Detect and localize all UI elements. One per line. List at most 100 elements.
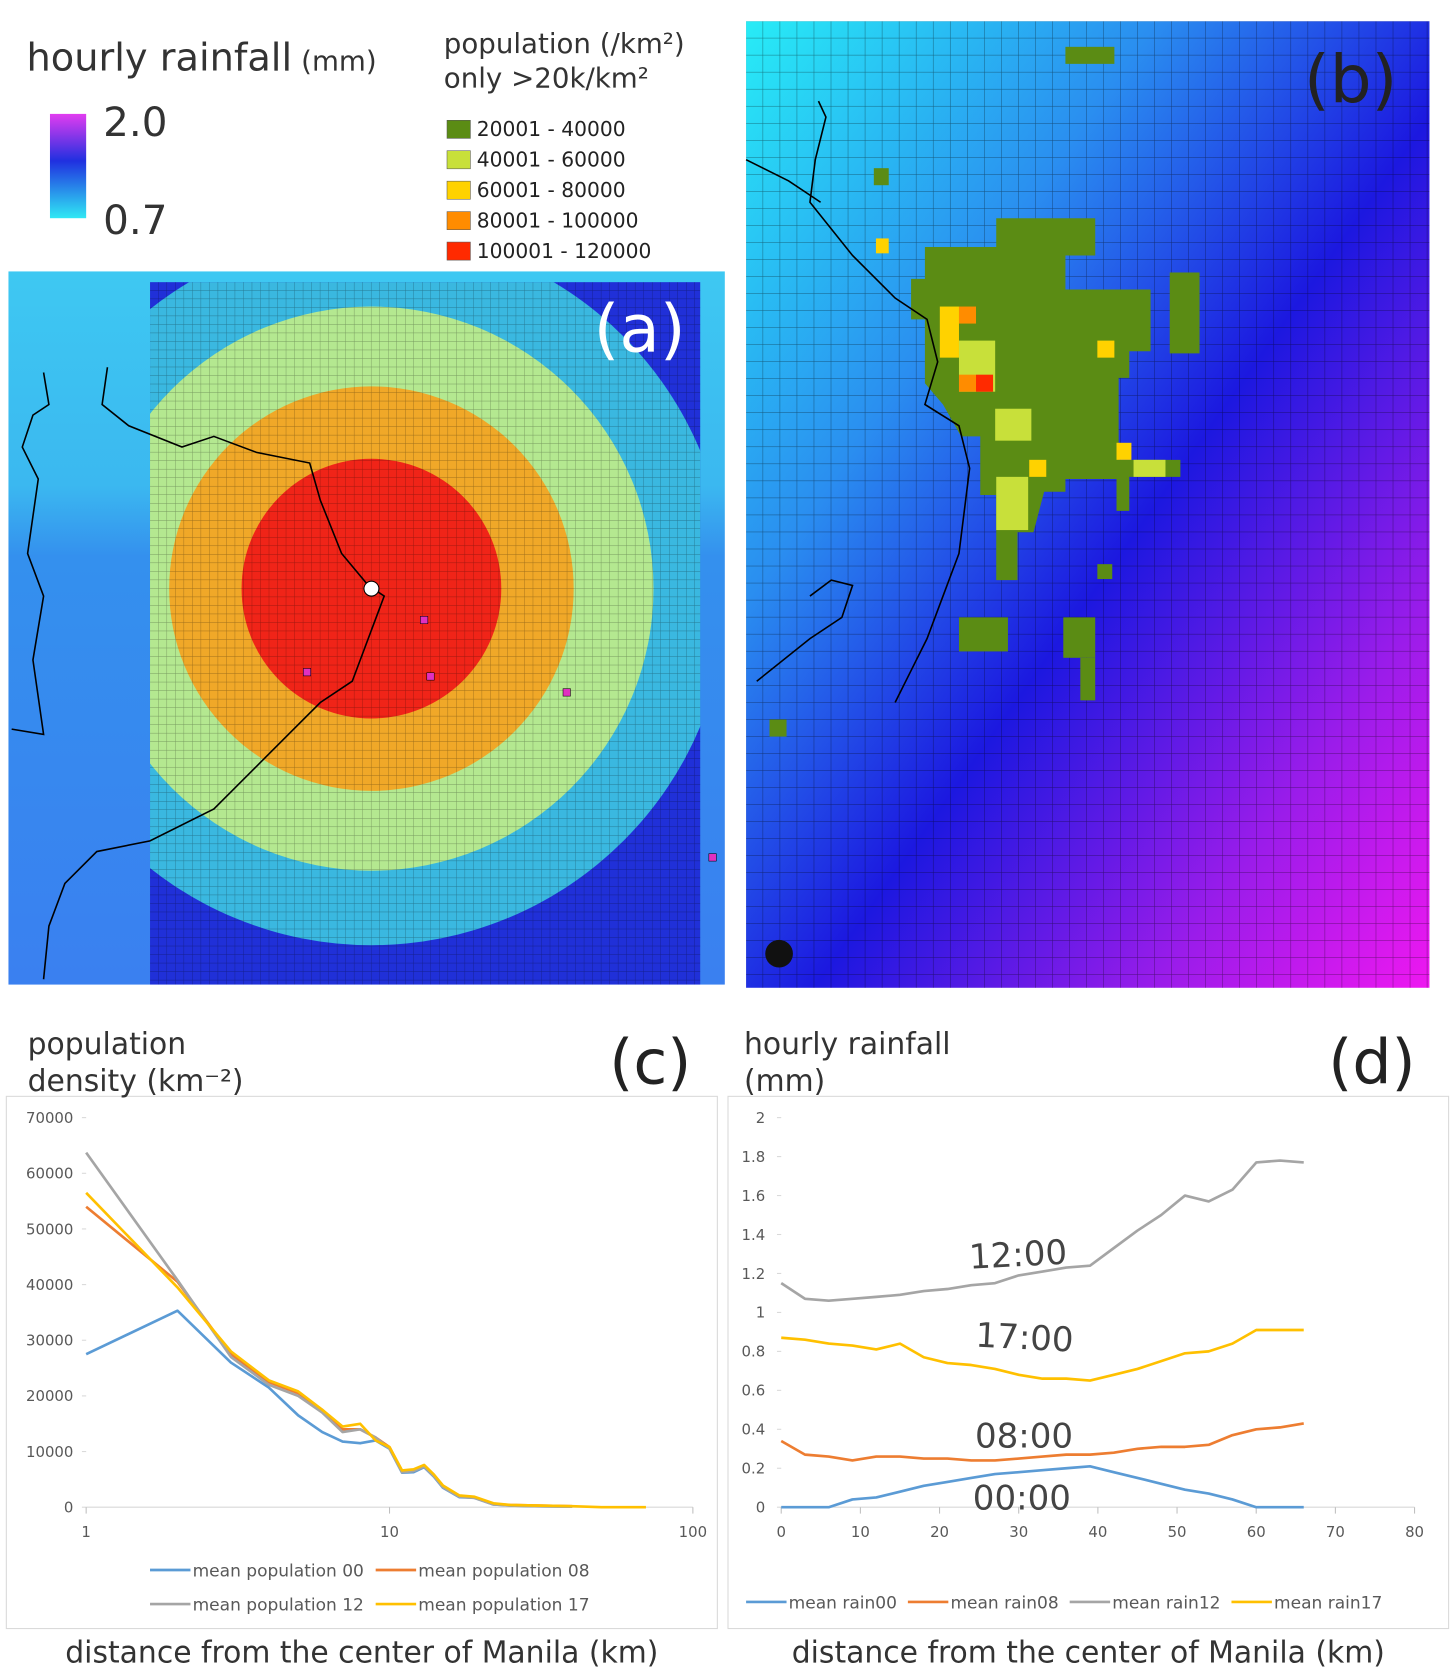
x-axis-title: distance from the center of Manila (km) <box>65 1636 658 1669</box>
series-line <box>86 1193 646 1507</box>
station <box>420 616 427 623</box>
legend-swatch <box>447 181 470 199</box>
y-tick-label: 1.8 <box>742 1148 766 1166</box>
annotation: 12:00 <box>968 1233 1068 1278</box>
rain-legend-title: hourly rainfall <box>27 35 293 80</box>
y-tick-label: 50000 <box>26 1220 73 1238</box>
x-tick-label: 1 <box>81 1523 90 1541</box>
station <box>303 668 310 675</box>
pop-cell <box>1063 617 1095 657</box>
station <box>427 673 434 680</box>
chart-frame <box>6 1096 717 1628</box>
grid-cells <box>746 21 1429 987</box>
pop-cell <box>959 375 976 392</box>
pop-cell <box>1170 272 1200 353</box>
station <box>563 689 570 696</box>
pop-cell <box>874 168 889 185</box>
grid-cells <box>150 282 700 985</box>
annotation: 08:00 <box>975 1417 1073 1457</box>
legend-label: mean population 12 <box>193 1595 364 1615</box>
legend-swatch <box>447 242 470 260</box>
legend-label: mean rain17 <box>1274 1593 1382 1613</box>
center-marker <box>364 581 379 596</box>
pop-cell <box>959 617 1008 651</box>
pop-cell <box>1097 341 1114 358</box>
y-tick-label: 0.6 <box>742 1382 766 1400</box>
y-tick-label: 70000 <box>26 1109 73 1127</box>
pop-cell <box>996 477 1028 530</box>
legend-label: mean population 17 <box>418 1595 589 1615</box>
legend-label: mean population 00 <box>193 1561 364 1581</box>
pop-cell <box>940 307 959 358</box>
annotation: 17:00 <box>974 1316 1074 1361</box>
north-arrow <box>765 940 793 968</box>
map-a: (a) <box>8 232 728 985</box>
panel-label: (c) <box>609 1027 691 1099</box>
y-axis-title: density (km⁻²) <box>28 1064 244 1099</box>
pop-cell <box>876 238 889 253</box>
x-tick-label: 30 <box>1009 1523 1028 1541</box>
legend-label: 20001 - 40000 <box>477 117 626 141</box>
x-tick-label: 20 <box>930 1523 949 1541</box>
y-tick-label: 2 <box>756 1109 765 1127</box>
x-tick-label: 100 <box>679 1523 707 1541</box>
y-tick-label: 0.8 <box>742 1343 766 1361</box>
x-tick-label: 70 <box>1326 1523 1345 1541</box>
x-axis-title: distance from the center of Manila (km) <box>792 1636 1385 1669</box>
annotation: 00:00 <box>973 1478 1071 1518</box>
legend-label: 100001 - 120000 <box>477 239 652 263</box>
legend-label: 80001 - 100000 <box>477 209 639 233</box>
x-tick-label: 50 <box>1168 1523 1187 1541</box>
y-tick-label: 0.4 <box>742 1421 766 1439</box>
pop-cell <box>1097 564 1112 579</box>
y-tick-label: 10000 <box>26 1443 73 1461</box>
pop-cell <box>1080 658 1095 701</box>
pop-cell <box>995 409 1031 441</box>
y-tick-label: 40000 <box>26 1276 73 1294</box>
legend-label: 60001 - 80000 <box>477 178 626 202</box>
y-axis-title: (mm) <box>744 1064 825 1099</box>
y-tick-label: 20000 <box>26 1387 73 1405</box>
legend-label: mean rain12 <box>1112 1593 1220 1613</box>
y-tick-label: 0 <box>64 1499 73 1517</box>
y-axis-title: population <box>28 1027 187 1062</box>
pop-cell <box>770 720 787 737</box>
pop-legend-subtitle: only >20k/km² <box>444 61 649 94</box>
pop-cell <box>959 307 976 324</box>
legend-label: mean rain08 <box>950 1593 1058 1613</box>
rain-colorbar <box>50 114 86 218</box>
y-tick-label: 1 <box>756 1304 765 1322</box>
y-tick-label: 60000 <box>26 1165 73 1183</box>
series-line <box>86 1207 572 1506</box>
series-line <box>781 1161 1304 1301</box>
x-tick-label: 10 <box>380 1523 399 1541</box>
rain-legend-max: 2.0 <box>103 98 167 146</box>
y-tick-label: 1.4 <box>742 1226 766 1244</box>
pop-cell <box>1117 443 1132 460</box>
legend-swatch <box>447 151 470 169</box>
x-tick-label: 60 <box>1247 1523 1266 1541</box>
x-tick-label: 80 <box>1405 1523 1424 1541</box>
series-line <box>86 1311 572 1507</box>
x-tick-label: 10 <box>851 1523 870 1541</box>
pop-cell <box>1029 460 1046 477</box>
rain-legend-min: 0.7 <box>103 196 167 244</box>
y-tick-label: 30000 <box>26 1332 73 1350</box>
series-line <box>86 1153 572 1507</box>
rain-legend-unit: (mm) <box>301 44 376 77</box>
pop-cell <box>1134 460 1166 477</box>
panel-label: (b) <box>1304 41 1397 118</box>
panel-label: (d) <box>1328 1027 1415 1099</box>
y-tick-label: 0.2 <box>742 1460 766 1478</box>
y-tick-label: 1.6 <box>742 1187 766 1205</box>
page: hourly rainfall (mm) 2.0 0.7 population … <box>0 0 1456 1669</box>
x-tick-label: 40 <box>1088 1523 1107 1541</box>
legend-swatch <box>447 120 470 138</box>
pop-cell <box>976 375 993 392</box>
y-tick-label: 0 <box>756 1499 765 1517</box>
panel-label: (a) <box>594 290 686 367</box>
station <box>709 854 716 861</box>
figure: hourly rainfall (mm) 2.0 0.7 population … <box>0 0 1456 1669</box>
